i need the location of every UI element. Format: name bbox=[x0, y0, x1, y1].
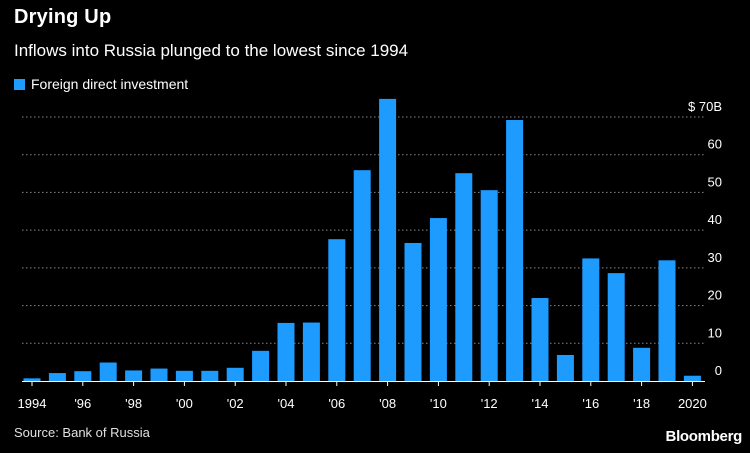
y-tick-label: 30 bbox=[708, 250, 722, 265]
bar bbox=[226, 367, 244, 381]
bar bbox=[23, 378, 41, 381]
x-tick-label: '02 bbox=[227, 396, 244, 411]
bar bbox=[125, 370, 143, 381]
bar bbox=[175, 370, 193, 381]
y-tick-label: 40 bbox=[708, 212, 722, 227]
x-tick-label: 2020 bbox=[678, 396, 707, 411]
x-tick-label: '18 bbox=[633, 396, 650, 411]
bloomberg-logo: Bloomberg bbox=[665, 428, 743, 445]
y-tick-label: $ 70B bbox=[688, 99, 722, 114]
x-tick-label: '98 bbox=[125, 396, 142, 411]
y-tick-label: 0 bbox=[715, 363, 722, 378]
bar bbox=[658, 260, 676, 381]
bar bbox=[607, 273, 625, 381]
bar bbox=[328, 239, 346, 381]
bar bbox=[252, 350, 270, 381]
x-axis bbox=[22, 381, 705, 386]
bar bbox=[480, 190, 498, 381]
bar bbox=[353, 170, 371, 381]
x-tick-label: '10 bbox=[430, 396, 447, 411]
bar bbox=[633, 347, 651, 381]
bar bbox=[429, 218, 447, 381]
x-tick-labels: 1994 '96 '98 '00 '02 '04 '06 '08 '10 '12 '14 '16 '18… bbox=[18, 396, 707, 411]
bar bbox=[531, 298, 549, 381]
x-tick-label: '96 bbox=[74, 396, 91, 411]
x-tick-label: '06 bbox=[328, 396, 345, 411]
bar bbox=[48, 373, 66, 381]
y-tick-label: 50 bbox=[708, 174, 722, 189]
x-tick-label: '12 bbox=[481, 396, 498, 411]
chart-title: Drying Up bbox=[14, 6, 112, 28]
bar bbox=[74, 371, 92, 381]
bar bbox=[99, 362, 117, 381]
bar bbox=[556, 354, 574, 381]
x-tick-label: '00 bbox=[176, 396, 193, 411]
chart-subtitle: Inflows into Russia plunged to the lowes… bbox=[14, 41, 409, 60]
bars bbox=[23, 98, 701, 381]
bar bbox=[404, 242, 422, 381]
bar bbox=[201, 370, 219, 381]
bar bbox=[683, 375, 701, 381]
bar bbox=[379, 98, 397, 381]
y-tick-label: 60 bbox=[708, 137, 722, 152]
bar bbox=[455, 173, 473, 381]
legend: Foreign direct investment bbox=[14, 76, 188, 92]
bar bbox=[506, 120, 524, 381]
bar bbox=[277, 322, 295, 381]
x-tick-label: '08 bbox=[379, 396, 396, 411]
bar bbox=[302, 322, 320, 381]
y-tick-labels: 0 10 20 30 40 50 60 $ 70B bbox=[688, 99, 722, 378]
source-note: Source: Bank of Russia bbox=[14, 425, 150, 440]
x-tick-label: '14 bbox=[532, 396, 549, 411]
x-tick-label: '04 bbox=[278, 396, 295, 411]
y-tick-label: 20 bbox=[708, 288, 722, 303]
x-tick-label: '16 bbox=[582, 396, 599, 411]
x-tick-label: 1994 bbox=[18, 396, 47, 411]
legend-label: Foreign direct investment bbox=[31, 76, 189, 92]
y-tick-label: 10 bbox=[708, 325, 722, 340]
bar bbox=[582, 258, 600, 381]
bar bbox=[150, 368, 168, 381]
legend-swatch bbox=[14, 78, 25, 90]
